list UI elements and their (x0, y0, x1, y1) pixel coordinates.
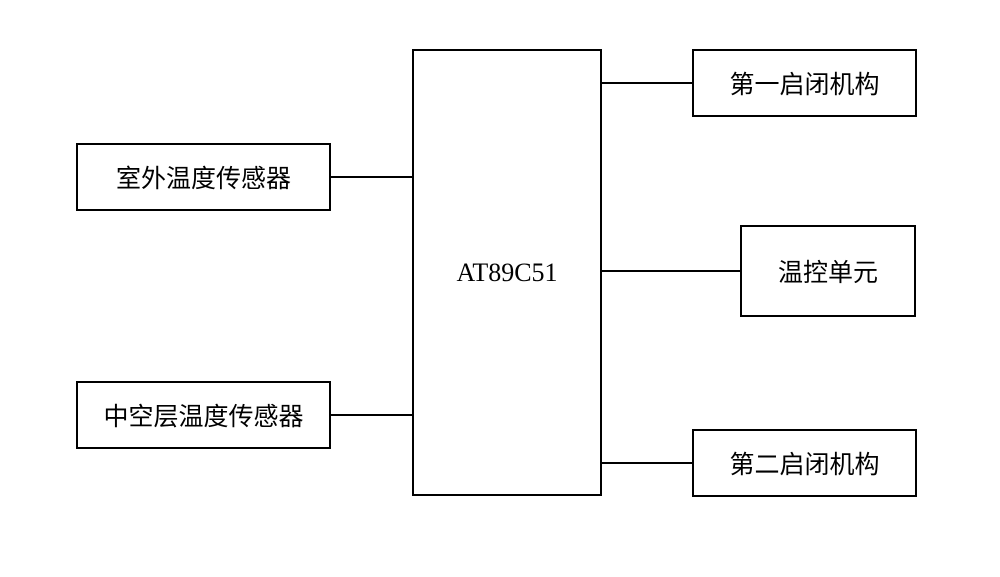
node-mech1: 第一启闭机构 (692, 49, 917, 117)
node-label: 第二启闭机构 (729, 445, 879, 481)
node-mech2: 第二启闭机构 (692, 429, 917, 497)
node-label: 室外温度传感器 (116, 159, 291, 195)
node-cavity-sensor: 中空层温度传感器 (76, 381, 331, 449)
node-label: 中空层温度传感器 (103, 397, 303, 433)
node-outdoor-sensor: 室外温度传感器 (76, 143, 331, 211)
node-label: 第一启闭机构 (729, 65, 879, 101)
diagram-canvas: 室外温度传感器 中空层温度传感器 AT89C51 第一启闭机构 温控单元 第二启… (0, 0, 1000, 577)
node-label: AT89C51 (456, 258, 557, 288)
node-mcu: AT89C51 (412, 49, 602, 496)
node-temp-unit: 温控单元 (740, 225, 916, 317)
node-label: 温控单元 (778, 253, 878, 289)
